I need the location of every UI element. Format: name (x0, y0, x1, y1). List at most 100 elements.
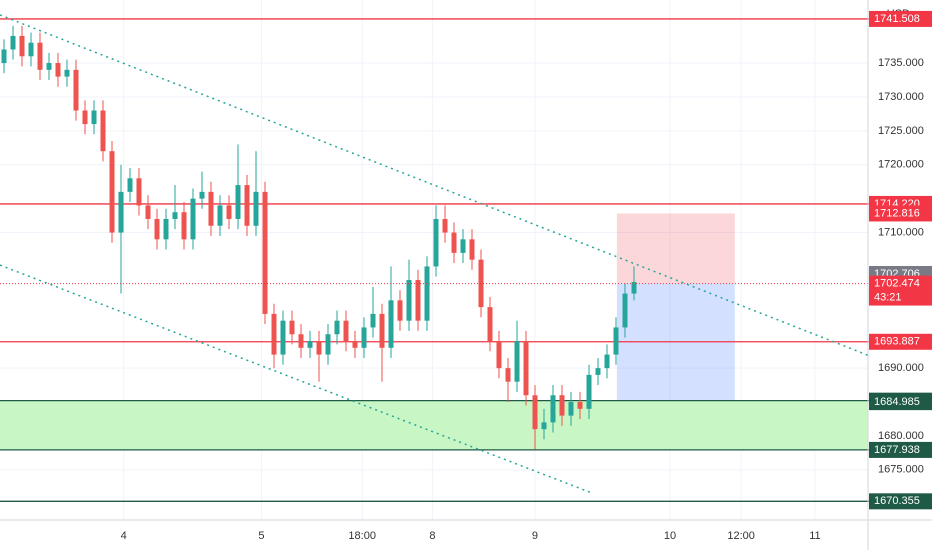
candle-body (406, 280, 412, 321)
candle-body (181, 212, 187, 240)
candle-body (190, 198, 196, 240)
candle-body (460, 239, 466, 253)
candle-body (217, 205, 223, 226)
candle-body (424, 266, 430, 321)
candle-body (361, 327, 367, 348)
y-tick-label: 1690.000 (878, 362, 924, 374)
candle-body (541, 422, 547, 430)
candle-body (19, 35, 25, 57)
candle-body (442, 218, 448, 233)
candle-body (172, 212, 178, 219)
candle-body (235, 185, 241, 219)
candle-body (352, 341, 358, 348)
x-tick-label: 10 (664, 530, 676, 542)
x-tick-label: 11 (809, 530, 820, 542)
candle-body (280, 320, 286, 355)
candle-body (514, 341, 520, 382)
x-tick-label: 5 (258, 530, 264, 542)
candle-body (604, 354, 610, 369)
candle-body (631, 282, 637, 294)
candle-body (145, 205, 151, 219)
candle-body (136, 178, 142, 206)
stop-label: 1712.816 (874, 207, 920, 219)
candle-body (28, 42, 34, 57)
candle-body (37, 42, 43, 70)
candle-body (496, 341, 502, 369)
countdown: 43:21 (874, 291, 902, 303)
stop-label-box (869, 205, 932, 222)
candle-body (415, 280, 421, 321)
candle-body (487, 307, 493, 342)
candle-body (586, 374, 592, 409)
candle-body (532, 395, 538, 430)
candle-body (316, 341, 322, 355)
candle-body (262, 191, 268, 314)
y-tick-label: 1680.000 (878, 430, 924, 442)
x-tick-label: 18:00 (348, 530, 376, 542)
candle-body (91, 110, 97, 125)
candle-body (55, 63, 61, 77)
candle-body (244, 185, 250, 226)
candle-body (595, 368, 601, 375)
x-tick-label: 9 (532, 530, 538, 542)
candle-body (10, 35, 16, 50)
stop-box (616, 213, 735, 284)
y-tick-label: 1735.000 (878, 57, 924, 69)
candle-body (343, 320, 349, 342)
candle-body (46, 63, 52, 70)
y-tick-label: 1720.000 (878, 159, 924, 171)
candle-body (559, 395, 565, 416)
candle-body (451, 232, 457, 253)
candle-body (298, 334, 304, 348)
candle-body (100, 110, 106, 152)
candle-body (1, 49, 7, 64)
y-tick-label: 1725.000 (878, 125, 924, 137)
level-label: 1741.508 (874, 13, 920, 25)
candle-body (550, 395, 556, 423)
candle-body (307, 341, 313, 348)
candle-body (505, 368, 511, 382)
last-label: 1702.474 (874, 277, 920, 289)
candle-body (613, 327, 619, 355)
level-label: 1670.355 (874, 495, 920, 507)
plot-area (0, 0, 932, 520)
candle-body (163, 218, 169, 240)
candle-body (622, 293, 628, 328)
candle-body (73, 69, 79, 111)
candle-body (577, 402, 583, 409)
x-tick-label: 12:00 (727, 530, 755, 542)
level-label-box (869, 493, 932, 510)
x-tick-label: 8 (429, 530, 435, 542)
candle-body (523, 341, 529, 396)
candle-body (253, 191, 259, 226)
candle-body (154, 218, 160, 240)
candle-body (379, 313, 385, 348)
zone-label-box (869, 394, 932, 411)
candle-body (568, 402, 574, 416)
candle-body (208, 191, 214, 226)
level-label: 1693.887 (874, 336, 920, 348)
candle-body (109, 151, 115, 233)
level-label-box (869, 441, 932, 458)
level-label-box (869, 10, 932, 27)
candle-body (64, 69, 70, 77)
candle-body (388, 300, 394, 348)
last-label-box (869, 275, 932, 306)
level-label-box (869, 333, 932, 350)
candle-body (199, 191, 205, 199)
zone (0, 400, 868, 450)
candle-body (334, 320, 340, 335)
candle-body (289, 320, 295, 335)
candle-body (325, 334, 331, 355)
zone-label: 1684.985 (874, 396, 920, 408)
y-tick-label: 1730.000 (878, 91, 924, 103)
x-tick-label: 4 (121, 530, 127, 542)
candle-body (469, 239, 475, 260)
candle-body (433, 218, 439, 267)
candle-body (118, 191, 124, 233)
candle-body (370, 313, 376, 328)
level-label: 1677.938 (874, 444, 920, 456)
y-tick-label: 1710.000 (878, 226, 924, 238)
